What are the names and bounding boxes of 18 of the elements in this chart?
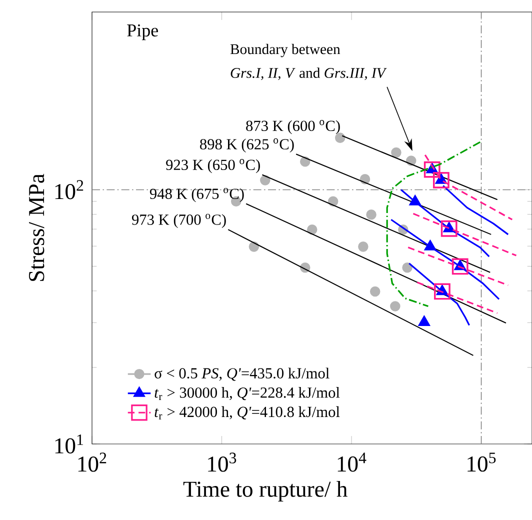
annotation: Pipe [127,24,158,40]
y-axis-title: Stress/ MPa [28,174,44,281]
x-tick-label: 10$^{2}$ [78,452,106,472]
y-tick-label: 10$^{1}$ [55,434,84,454]
x-axis-title: Time to rupture/ h [183,480,348,502]
legend-label: t$_{r}$ > 42000 h, Q'=410.8 kJ/mol [154,406,340,420]
annotation: Boundary between [230,44,340,58]
legend-label: t$_{r}$ > 30000 h, Q'=228.4 kJ/mol [154,386,340,400]
annotation: Grs.I, II, V and Grs.III, IV [230,68,387,80]
series-label: 898 K (625 $^{o}$C) [200,138,294,153]
series-label: 973 K (700 $^{o}$C) [132,214,226,228]
series-label: 923 K (650 $^{o}$C) [166,159,260,174]
series-label: 948 K (675 $^{o}$C) [150,188,244,202]
series-label: 873 K (600 $^{o}$C) [246,120,340,134]
x-tick-label: 10$^{5}$ [468,452,496,472]
x-tick-label: 10$^{3}$ [208,452,236,472]
x-tick-label: 10$^{4}$ [338,452,366,472]
legend-label: σ < 0.5 PS, Q'=435.0 kJ/mol [154,368,330,381]
